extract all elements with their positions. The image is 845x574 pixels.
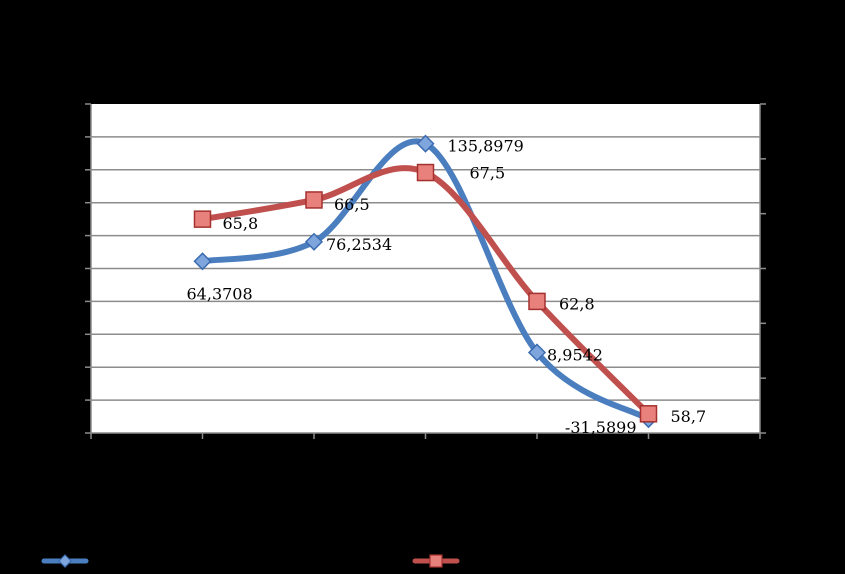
series-2-point	[416, 163, 435, 182]
legend	[41, 554, 460, 568]
series-2-data-label: 67,5	[470, 164, 506, 183]
series-2-point	[305, 191, 323, 209]
series-1-point	[416, 134, 435, 153]
series-1-data-label: 76,2534	[326, 235, 392, 254]
series-1-data-label: 64,3708	[187, 284, 253, 303]
series-markers	[193, 134, 658, 429]
series-1-data-label: 8,9542	[547, 345, 603, 364]
series-2-point	[528, 292, 546, 311]
series-1-point	[527, 343, 547, 362]
series-2-point	[639, 405, 658, 423]
data-labels: 64,3708 76,2534 135,8979 8,9542 -31,5899 65,8…	[187, 137, 707, 438]
series-2-point	[193, 210, 212, 228]
series-1-point	[304, 232, 324, 251]
legend-series-1-marker	[58, 554, 72, 568]
series-1-data-label: 135,8979	[448, 137, 524, 156]
series-1-point	[193, 252, 212, 271]
series-2-data-label: 65,8	[223, 214, 259, 233]
legend-series-2-marker	[429, 554, 443, 568]
axes	[85, 103, 766, 439]
series-2-data-label: 62,8	[559, 294, 595, 313]
series-2-data-label: 66,5	[334, 195, 370, 214]
series-2-data-label: 58,7	[671, 407, 707, 426]
series-1-data-label: -31,5899	[565, 418, 637, 437]
